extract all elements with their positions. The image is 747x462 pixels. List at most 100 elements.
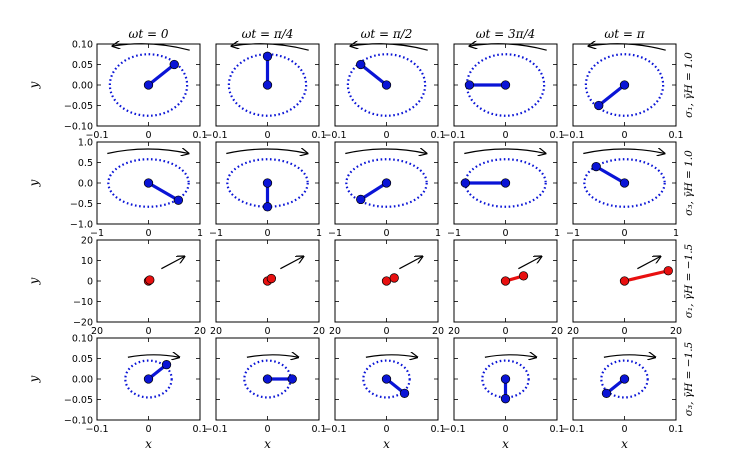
dipole-line <box>359 63 388 87</box>
dipole-point-0 <box>619 80 630 90</box>
x-tick-label: 0.1 <box>192 130 207 141</box>
rotation-arrow <box>588 44 666 51</box>
trajectory-ellipse <box>346 53 427 117</box>
dipole-point-0 <box>619 374 630 384</box>
dipole-line <box>359 181 388 201</box>
trajectory-ellipse <box>362 359 411 399</box>
dipole-point-1 <box>161 360 172 370</box>
y-axis-label: y <box>27 277 41 285</box>
x-tick-label: 0 <box>145 130 151 141</box>
row-label-1: σ₃, γ̄H = 1.0 <box>683 150 695 216</box>
y-axis-label: y <box>27 375 41 383</box>
x-tick-label: 0 <box>621 130 627 141</box>
panel-r3-c2: −0.1 0 0.1 <box>323 337 446 435</box>
x-tick-label: 0.1 <box>311 424 326 435</box>
panel-r2-c2: 20 0 20 <box>329 239 444 337</box>
x-tick-label: 20 <box>313 326 325 337</box>
x-tick-label: −0.1 <box>204 130 227 141</box>
dipole-line <box>624 269 669 283</box>
dipole-point-0 <box>500 374 511 384</box>
rotation-arrow <box>464 149 545 154</box>
rotation-arrow <box>231 44 309 51</box>
x-tick-label: 20 <box>448 326 460 337</box>
panel-r1-c3: −1 0 1 <box>447 141 560 239</box>
column-title-1: ωt = π/4 <box>242 27 294 41</box>
x-tick-label: 0.1 <box>668 424 683 435</box>
trajectory-ellipse <box>583 158 666 208</box>
x-tick-label: −0.1 <box>204 424 227 435</box>
x-tick-label: 0 <box>621 326 627 337</box>
x-tick-label: −0.1 <box>323 130 346 141</box>
x-tick-label: 0.1 <box>430 424 445 435</box>
dipole-point-1 <box>266 273 277 284</box>
dipole-point-1 <box>663 266 673 276</box>
rotation-arrow <box>127 355 179 357</box>
y-axis-label: y <box>27 81 41 89</box>
dipole-point-1 <box>591 161 601 172</box>
rotation-arrow <box>280 256 303 270</box>
dipole-line <box>595 165 626 185</box>
x-tick-label: −0.1 <box>85 424 108 435</box>
trajectory-ellipse <box>584 53 665 117</box>
dipole-point-1 <box>356 59 366 70</box>
panel-r0-c3: −0.1 0 0.1 <box>442 44 565 141</box>
panel-r2-c4: 20 0 20 <box>567 239 682 337</box>
x-tick-label: 0 <box>145 424 151 435</box>
x-tick-label: −0.1 <box>442 130 465 141</box>
panel-r3-c3: −0.1 0 0.1 <box>442 337 565 435</box>
rotation-arrow <box>226 149 307 154</box>
y-tick-label: 0.05 <box>72 354 93 365</box>
x-tick-label: 0 <box>264 130 270 141</box>
dipole-point-0 <box>381 178 392 188</box>
x-tick-label: 0.1 <box>668 130 683 141</box>
y-tick-label: 0.00 <box>72 375 93 386</box>
x-tick-label: 0 <box>502 130 508 141</box>
x-tick-label: 0 <box>264 424 270 435</box>
rotation-arrow <box>161 256 184 270</box>
panel-r1-c4: −1 0 1 <box>566 141 679 239</box>
panel-r0-c2: −0.1 0 0.1 <box>323 44 446 141</box>
y-tick-label: −1.0 <box>70 220 93 231</box>
dipole-point-0 <box>262 374 273 384</box>
dipole-point-0 <box>143 178 154 188</box>
x-tick-label: −0.1 <box>323 424 346 435</box>
x-tick-label: 0 <box>264 228 270 239</box>
panel-r0-c1: −0.1 0 0.1 <box>204 44 327 141</box>
x-tick-label: −0.1 <box>561 130 584 141</box>
x-tick-label: 0.1 <box>192 424 207 435</box>
dipole-point-0 <box>619 178 630 188</box>
panel-r3-c1: −0.1 0 0.1 <box>204 337 327 435</box>
rotation-arrow <box>345 149 426 154</box>
x-tick-label: −1 <box>90 228 104 239</box>
x-tick-label: −0.1 <box>85 130 108 141</box>
x-axis-label: x <box>145 437 152 451</box>
dipole-point-0 <box>381 374 392 384</box>
x-tick-label: 20 <box>432 326 444 337</box>
x-tick-label: −0.1 <box>442 424 465 435</box>
row-label-0: σ₁, γ̄H = 1.0 <box>683 52 695 118</box>
x-tick-label: 0 <box>383 228 389 239</box>
dipole-point-1 <box>262 202 273 212</box>
rotation-arrow <box>246 355 299 357</box>
y-tick-label: −0.05 <box>64 395 93 406</box>
dipole-point-0 <box>143 80 154 90</box>
panel-r0-c4: −0.1 0 0.1 <box>561 44 684 141</box>
dipole-line <box>147 181 180 202</box>
dipole-point-0 <box>143 374 154 384</box>
dipole-point-0 <box>500 276 511 286</box>
dipole-line <box>147 63 176 87</box>
dipole-point-1 <box>173 195 184 205</box>
rotation-arrow <box>518 256 541 270</box>
dipole-point-1 <box>356 194 366 205</box>
x-tick-label: −1 <box>566 228 580 239</box>
x-tick-label: −1 <box>209 228 223 239</box>
panel-r2-c0: 20 0 20 20 10 0 −10 −20 <box>73 236 206 338</box>
x-tick-label: 20 <box>551 326 563 337</box>
x-tick-label: 0 <box>145 228 151 239</box>
y-tick-label: 20 <box>81 236 93 247</box>
y-tick-label: 0.05 <box>72 60 93 71</box>
x-tick-label: 1 <box>197 228 203 239</box>
rotation-arrow <box>637 256 660 270</box>
trajectory-ellipse <box>124 359 173 399</box>
